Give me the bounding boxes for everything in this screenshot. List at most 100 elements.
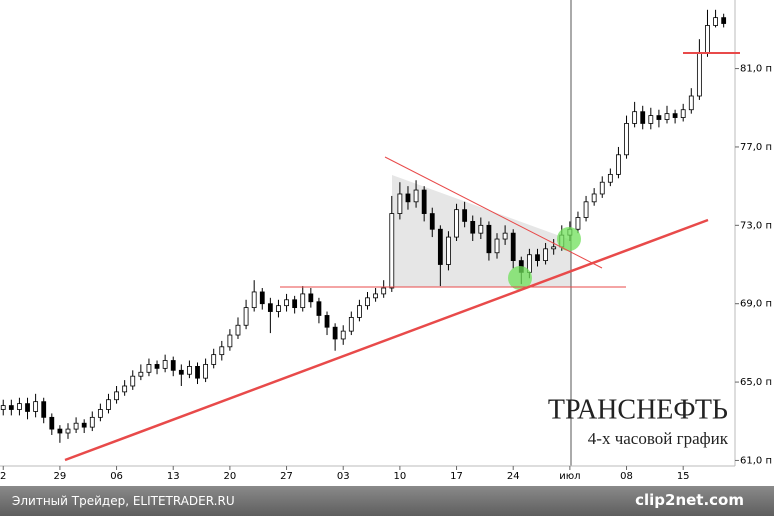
candle-body [114,391,119,401]
candle-body [41,401,47,418]
chart-title: ТРАНСНЕФТЬ [548,394,728,425]
candle-body [25,403,30,412]
y-tick-label: 81,0 п [740,64,772,75]
candle-body [195,365,200,379]
candle-body [672,113,678,118]
x-tick-label: 27 [280,471,293,482]
candle-body [284,299,289,307]
candle-body [640,111,646,124]
candle-body [632,111,638,124]
candle-body [154,364,160,369]
candle-body [243,307,249,326]
y-tick-label: 73,0 п [740,220,772,231]
candle-body [97,409,103,418]
x-tick-label: 24 [507,471,520,482]
candle-body [340,330,346,340]
candle-body [365,297,370,307]
candle-body [535,254,540,261]
y-tick-label: 77,0 п [740,142,772,153]
highlight [557,227,581,251]
candle-body [413,189,419,203]
x-tick-label: 2 [0,471,6,482]
candle-body [656,115,662,120]
candle-body [251,291,257,309]
candle-body [267,303,273,312]
candle-body [648,115,654,124]
candle-body [696,52,702,97]
candle-body [583,201,589,218]
candle-body [219,346,225,356]
candle-body [73,422,79,430]
candle-body [130,375,136,387]
candle-body [437,228,443,265]
candle-body [57,428,63,434]
candle-body [162,360,168,369]
candle-body [688,95,694,111]
candle-body [502,232,508,240]
candle-body [146,364,152,373]
candle-body [429,213,435,230]
candle-body [470,221,476,234]
candle-body [575,217,581,230]
candle-body [8,405,14,410]
candle-body [106,399,111,410]
x-tick-label: июл [559,471,580,482]
candle-body [421,189,427,214]
x-tick-label: 13 [167,471,180,482]
candle-body [211,354,217,365]
candle-body [259,291,265,305]
candle-body [680,109,686,118]
x-tick-label: 03 [337,471,350,482]
candle-body [397,193,403,214]
candle-body [543,248,548,261]
candle-body [373,293,378,299]
candle-body [486,224,492,254]
candle-body [462,209,468,222]
footer: Элитный Трейдер, ELITETRADER.RU clip2net… [0,486,774,516]
candle-body [357,305,362,318]
x-tick-label: 17 [450,471,463,482]
candle-body [170,360,176,371]
chart: ТРАНСНЕФТЬ 4-х часовой график 61,0 п 65,0… [0,0,772,482]
candle-body [478,224,484,234]
candle-body [316,301,322,316]
candle-body [624,123,629,156]
x-tick-label: 29 [54,471,67,482]
candle-body [551,246,557,250]
x-tick-label: 08 [620,471,633,482]
candle-body [300,293,306,309]
candle-body [292,299,298,309]
candle-body [510,232,516,261]
candle-body [664,113,670,120]
candle-body [0,405,6,410]
candle-body [381,287,387,295]
candle-body [138,371,144,377]
candle-body [405,193,411,203]
footer-source: Элитный Трейдер, ELITETRADER.RU [12,494,235,508]
candle-body [721,17,727,24]
chart-subtitle: 4-х часовой график [588,429,729,448]
candle-body [33,401,39,412]
candle-body [389,213,395,289]
x-tick-label: 10 [394,471,407,482]
candle-body [89,416,95,428]
candle-body [203,364,209,379]
x-tick-label: 20 [224,471,237,482]
x-tick-label: 06 [110,471,123,482]
candle-body [616,154,621,175]
trend-line [64,218,709,462]
candle-body [65,428,71,434]
candle-body [49,416,55,430]
candle-body [348,317,354,332]
candle-body [122,385,128,393]
y-tick-label: 69,0 п [740,299,772,310]
highlight [508,266,532,290]
candle-body [332,326,338,340]
candle-body [454,209,459,238]
y-tick-label: 61,0 п [740,455,772,466]
candle-body [81,422,87,428]
candle-body [591,193,597,203]
footer-logo[interactable]: clip2net.com [635,491,744,509]
candle-body [324,315,330,328]
